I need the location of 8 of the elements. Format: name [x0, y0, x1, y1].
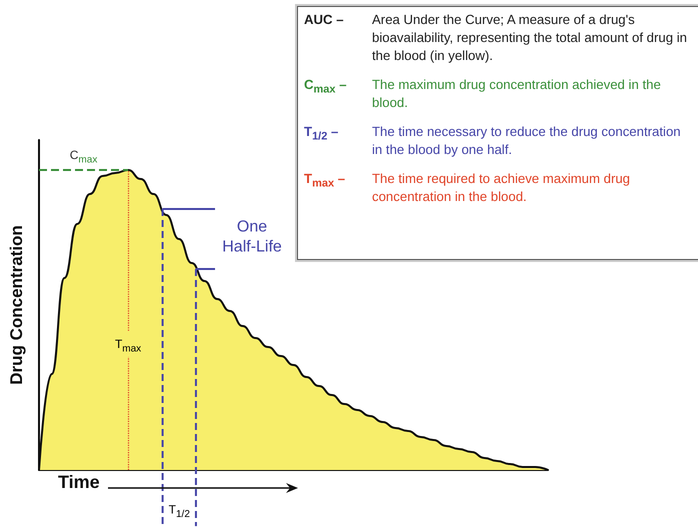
ref-line-label: One Half-Life — [222, 218, 282, 256]
x-axis-title: Time — [58, 472, 100, 493]
text: AUC – Area Under the Curve; A measure of a drug's bioavailability, representing the total amount of drug in the blood (in yellow). — [304, 12, 687, 63]
text: T$_{max}$ – The time required to achieve maximum drug concentration in the blood. — [304, 171, 630, 204]
text: – The time necessary to reduce the drug concentration in the blood by one half. — [331, 124, 681, 157]
y-axis-title: Drug Concentration — [7, 225, 26, 385]
text: C$_{max}$ – The maximum drug concentration achieved in the blood. — [304, 77, 661, 110]
text: T$_{1/2}$ — [304, 124, 328, 143]
